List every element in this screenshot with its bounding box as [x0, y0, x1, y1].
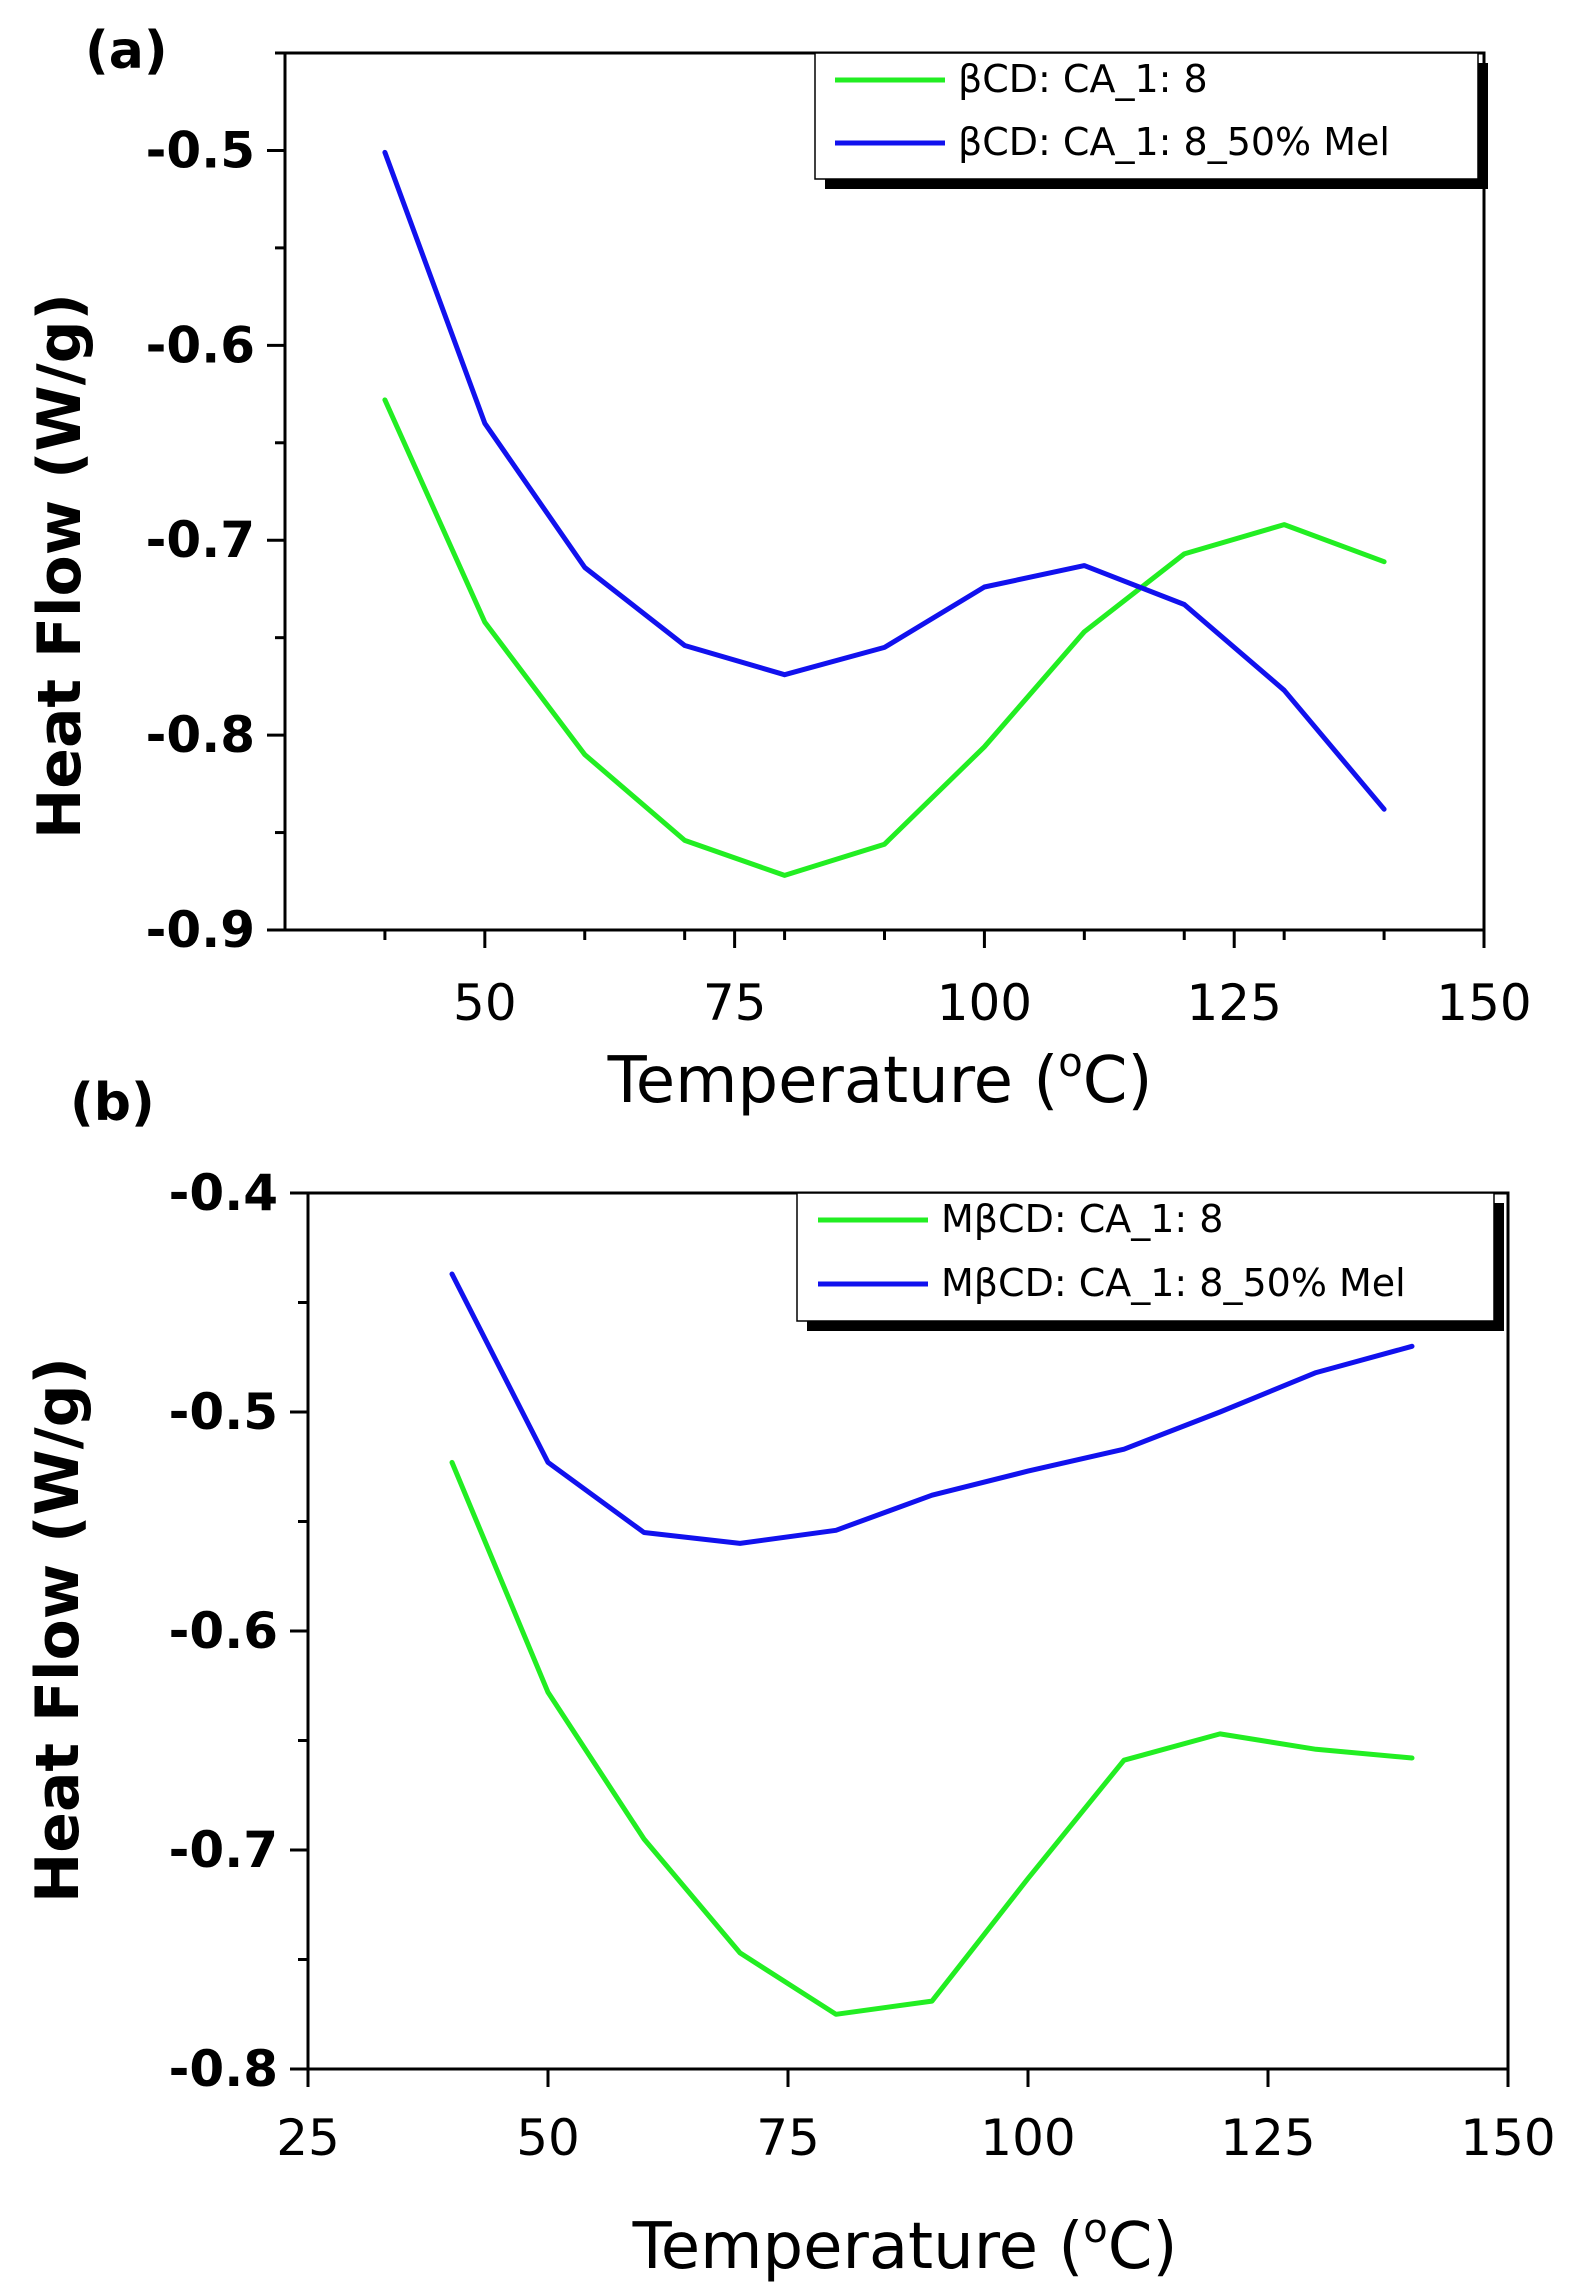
- y-tick-label: -0.7: [169, 1821, 278, 1879]
- x-axis-title: Temperature (oC): [607, 1040, 1153, 1118]
- y-axis-title: Heat Flow (W/g): [25, 293, 95, 839]
- x-tick-label: 50: [453, 974, 517, 1032]
- x-tick-label: 25: [276, 2109, 340, 2167]
- y-tick-label: -0.7: [146, 511, 255, 569]
- legend-label-2: MβCD: CA_1: 8_50% Mel: [941, 1261, 1406, 1305]
- legend-label-1: βCD: CA_1: 8: [958, 57, 1208, 101]
- y-tick-label: -0.6: [169, 1602, 278, 1660]
- legend-box: [796, 1192, 1495, 1322]
- legend-label-1: MβCD: CA_1: 8: [941, 1197, 1223, 1241]
- chart-panel-b: 25 50 75 100 125 150 -0.8 -0.7 -0.6 -0.5 -0.4(b) He…: [23, 1073, 1556, 2284]
- series-line-2: [449, 1271, 1415, 1546]
- x-tick-label: 125: [1186, 974, 1281, 1032]
- legend: MβCD: CA_1: 8 MβCD: CA_1: 8_50% Mel: [796, 1192, 1504, 1331]
- y-tick-label: -0.6: [146, 316, 255, 374]
- x-axis-title: Temperature (oC): [632, 2206, 1178, 2284]
- x-tick-label: 75: [703, 974, 767, 1032]
- y-tick-label: -0.5: [146, 121, 255, 179]
- x-tick-label: 150: [1460, 2109, 1555, 2167]
- series-line-1: [449, 1459, 1415, 2017]
- x-tick-label: 150: [1436, 974, 1531, 1032]
- panel-label: (b): [70, 1073, 155, 1133]
- panel-label: (a): [85, 21, 168, 81]
- x-tick-label: 75: [756, 2109, 820, 2167]
- y-tick-label: -0.4: [169, 1164, 278, 1222]
- y-tick-label: -0.5: [169, 1383, 278, 1441]
- legend: βCD: CA_1: 8 βCD: CA_1: 8_50% Mel: [814, 52, 1488, 189]
- legend-box: [814, 52, 1479, 180]
- y-tick-label: -0.8: [169, 2040, 278, 2098]
- x-tick-label: 50: [516, 2109, 580, 2167]
- x-tick-label: 100: [980, 2109, 1075, 2167]
- y-tick-label: -0.9: [146, 901, 255, 959]
- y-axis-title: Heat Flow (W/g): [23, 1357, 93, 1903]
- x-tick-label: 125: [1220, 2109, 1315, 2167]
- chart-panel-a: 50 75 100 125 150 -0.9 -0.8 -0.7 -0.6 -0.5 (a) Heat…: [25, 21, 1532, 1118]
- series-line-1: [382, 397, 1387, 878]
- legend-label-2: βCD: CA_1: 8_50% Mel: [958, 120, 1390, 164]
- y-tick-label: -0.8: [146, 706, 255, 764]
- x-tick-label: 100: [937, 974, 1032, 1032]
- series-line-2: [382, 149, 1387, 812]
